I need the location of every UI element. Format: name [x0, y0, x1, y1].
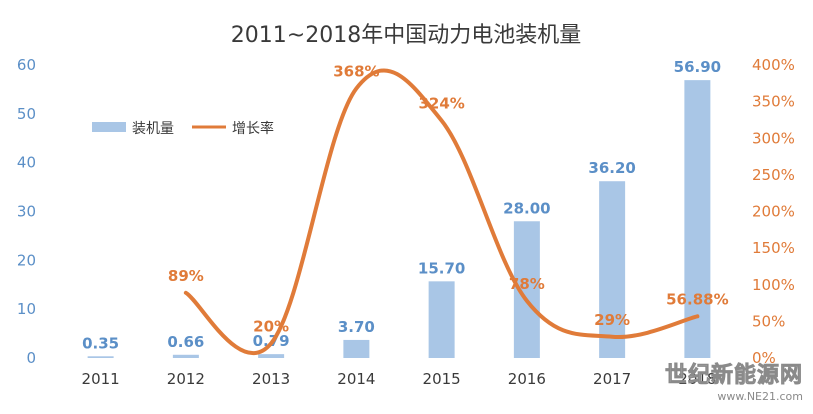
watermark-url: www.NE21.com — [717, 390, 803, 403]
left-axis-ticks: 0 10 20 30 40 50 60 — [17, 56, 36, 367]
y-right-tick-label: 250% — [752, 166, 795, 184]
legend-label-line: 增长率 — [232, 120, 274, 137]
bar-value-label: 0.35 — [82, 334, 119, 352]
bar-value-label: 36.20 — [588, 159, 635, 177]
bar-series — [87, 80, 711, 358]
line-value-label: 56.88% — [666, 290, 728, 308]
bar — [343, 339, 370, 358]
right-axis-ticks: 0% 50% 100% 150% 200% 250% 300% 350% 400% — [752, 56, 795, 367]
line-data-labels: 89% 20% 368% 324% 78% 29% 56.88% — [168, 62, 729, 335]
line-series — [183, 68, 700, 355]
bar — [684, 80, 711, 358]
legend-swatch-bar — [92, 122, 126, 132]
bar-value-label: 28.00 — [503, 199, 550, 217]
bar — [599, 181, 626, 358]
y-left-tick-label: 50 — [17, 105, 36, 123]
line-value-label: 78% — [509, 275, 545, 293]
x-tick-label: 2018 — [678, 370, 716, 388]
line-value-label: 89% — [168, 267, 204, 285]
line-value-label: 368% — [333, 62, 379, 80]
y-left-tick-label: 30 — [17, 203, 36, 221]
bar — [87, 356, 114, 358]
y-right-tick-label: 50% — [752, 312, 785, 330]
x-tick-label: 2014 — [337, 370, 375, 388]
y-left-tick-label: 60 — [17, 56, 36, 74]
bar-value-label: 56.90 — [674, 58, 721, 76]
chart-title: 2011~2018年中国动力电池装机量 — [231, 23, 581, 48]
x-tick-label: 2017 — [593, 370, 631, 388]
x-axis-ticks: 2011 2012 2013 2014 2015 2016 2017 2018 — [82, 370, 717, 388]
x-tick-label: 2012 — [167, 370, 205, 388]
bar-value-label: 3.70 — [338, 318, 375, 336]
bar — [172, 354, 199, 358]
y-left-tick-label: 20 — [17, 251, 36, 269]
line-value-label: 324% — [418, 95, 464, 113]
y-right-tick-label: 300% — [752, 129, 795, 147]
y-right-tick-label: 100% — [752, 276, 795, 294]
watermark-text: 世纪新能源网 — [665, 362, 803, 388]
y-left-tick-label: 40 — [17, 154, 36, 172]
y-left-tick-label: 10 — [17, 300, 36, 318]
bar-value-label: 0.66 — [167, 333, 204, 351]
growth-rate-line — [183, 68, 700, 355]
line-value-label: 20% — [253, 317, 289, 335]
y-right-tick-label: 350% — [752, 93, 795, 111]
y-right-tick-label: 0% — [752, 349, 776, 367]
legend: 装机量 增长率 — [92, 120, 274, 137]
bar — [428, 281, 455, 358]
y-right-tick-label: 400% — [752, 56, 795, 74]
watermark: 世纪新能源网 www.NE21.com — [665, 362, 803, 403]
y-right-tick-label: 200% — [752, 203, 795, 221]
x-tick-label: 2011 — [82, 370, 120, 388]
x-tick-label: 2013 — [252, 370, 290, 388]
y-right-tick-label: 150% — [752, 239, 795, 257]
bar-value-label: 15.70 — [418, 259, 465, 277]
bar — [258, 354, 285, 358]
legend-label-bar: 装机量 — [132, 121, 174, 137]
line-value-label: 29% — [594, 311, 630, 329]
y-left-tick-label: 0 — [26, 349, 36, 367]
x-tick-label: 2016 — [508, 370, 546, 388]
x-tick-label: 2015 — [423, 370, 461, 388]
